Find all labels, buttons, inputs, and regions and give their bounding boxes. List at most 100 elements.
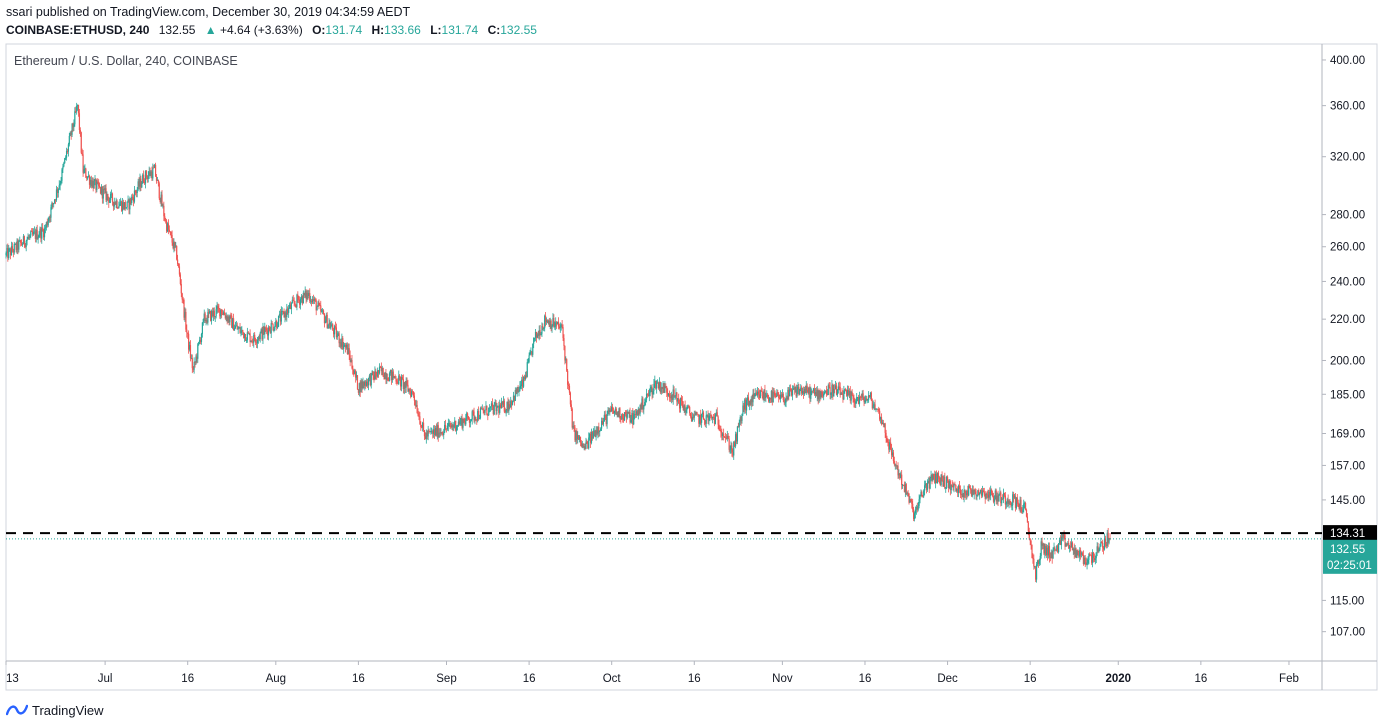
candle-body	[881, 422, 884, 425]
candle-body	[217, 306, 219, 309]
candle-body	[354, 370, 356, 375]
candle-body	[683, 405, 685, 411]
candle-body	[1003, 493, 1006, 496]
candle-body	[407, 384, 409, 392]
candle-body	[454, 420, 456, 427]
candle-body	[707, 414, 709, 421]
candle-body	[849, 391, 851, 401]
candle-body	[1049, 557, 1051, 559]
candle-body	[42, 227, 44, 231]
candle-body	[611, 406, 613, 412]
candle-body	[340, 342, 342, 347]
candle-body	[1017, 502, 1019, 505]
candle-body	[335, 327, 337, 338]
candle-body	[410, 391, 412, 397]
candle-body	[318, 302, 320, 305]
candle-body	[623, 412, 626, 421]
candle-body	[491, 403, 493, 407]
up-triangle-icon: ▲	[204, 23, 217, 37]
candle-body	[412, 391, 415, 396]
candle-body	[686, 406, 688, 411]
candle-body	[279, 314, 281, 322]
candle-body	[583, 446, 585, 448]
candle-body	[957, 488, 959, 493]
candle-body	[426, 432, 428, 437]
price-chart[interactable]: 400.00 360.00 320.00 280.00 260.00 240.00 220.…	[0, 0, 1383, 700]
candle-body	[1103, 538, 1106, 550]
candle-body	[246, 332, 248, 341]
candle-body	[1076, 550, 1078, 558]
candle-body	[666, 387, 668, 393]
candle-body	[1038, 560, 1040, 564]
candle-body	[242, 329, 244, 333]
candle-body	[783, 400, 785, 404]
candle-body	[116, 200, 118, 208]
candle-body	[920, 492, 922, 497]
candle-body	[959, 489, 962, 495]
candle-body	[727, 435, 729, 439]
candle-body	[820, 391, 822, 398]
candle-body	[1096, 546, 1098, 553]
candle-body	[265, 327, 267, 329]
candle-body	[739, 417, 741, 423]
candle-body	[21, 244, 24, 245]
last-price-label: 132.55	[1330, 544, 1365, 556]
candle-body	[897, 465, 899, 476]
candle-body	[324, 320, 326, 324]
candle-body	[1094, 558, 1096, 561]
candle-body	[768, 398, 770, 402]
candle-body	[794, 387, 796, 390]
candle-body	[500, 401, 503, 409]
candle-body	[1046, 547, 1048, 556]
candle-body	[455, 426, 458, 431]
candle-body	[729, 449, 731, 451]
candle-body	[982, 490, 984, 493]
candle-body	[735, 434, 738, 442]
candle-body	[21, 242, 23, 245]
candle-body	[487, 414, 489, 416]
candle-body	[768, 397, 771, 402]
candle-body	[172, 242, 174, 248]
candle-body	[464, 421, 466, 425]
candle-body	[914, 509, 917, 514]
candle-body	[684, 405, 686, 413]
candle-body	[309, 293, 311, 302]
candle-body	[453, 426, 455, 428]
candle-body	[497, 406, 499, 407]
candle-body	[69, 132, 71, 137]
candle-body	[676, 392, 678, 402]
candle-body	[296, 294, 298, 307]
candle-body	[857, 397, 859, 398]
x-tick-label: 2020	[1105, 673, 1131, 685]
candle-body	[848, 391, 850, 395]
candle-body	[300, 296, 303, 300]
candle-body	[389, 373, 391, 382]
candle-body	[913, 509, 915, 519]
candle-body	[890, 442, 892, 449]
candle-body	[171, 235, 173, 243]
symbol-label[interactable]: COINBASE:ETHUSD, 240	[6, 23, 150, 37]
candle-body	[466, 413, 468, 419]
candle-body	[715, 412, 717, 415]
candle-body	[975, 491, 977, 496]
candle-body	[58, 185, 60, 189]
candle-body	[86, 177, 88, 179]
candle-body	[860, 397, 862, 398]
candle-body	[299, 299, 302, 305]
candle-body	[997, 495, 999, 502]
candle-body	[978, 490, 980, 495]
candle-body	[895, 464, 897, 467]
candle-body	[711, 415, 713, 419]
candle-body	[539, 330, 541, 336]
candle-body	[451, 425, 453, 428]
candle-body	[136, 189, 138, 193]
time-axis[interactable]: 13 Jul 16 Aug 16 Sep 16 Oct 16 Nov 16 Dec 16 2020 16 Fe…	[5, 661, 1299, 685]
candle-body	[101, 186, 103, 199]
price-axis[interactable]: 400.00 360.00 320.00 280.00 260.00 240.00 220.…	[1322, 55, 1365, 639]
candle-body	[623, 418, 625, 421]
candle-body	[36, 229, 38, 240]
candle-body	[485, 406, 487, 410]
x-tick-label: Oct	[603, 673, 622, 685]
candle-body	[606, 413, 608, 425]
candle-body	[156, 179, 159, 181]
